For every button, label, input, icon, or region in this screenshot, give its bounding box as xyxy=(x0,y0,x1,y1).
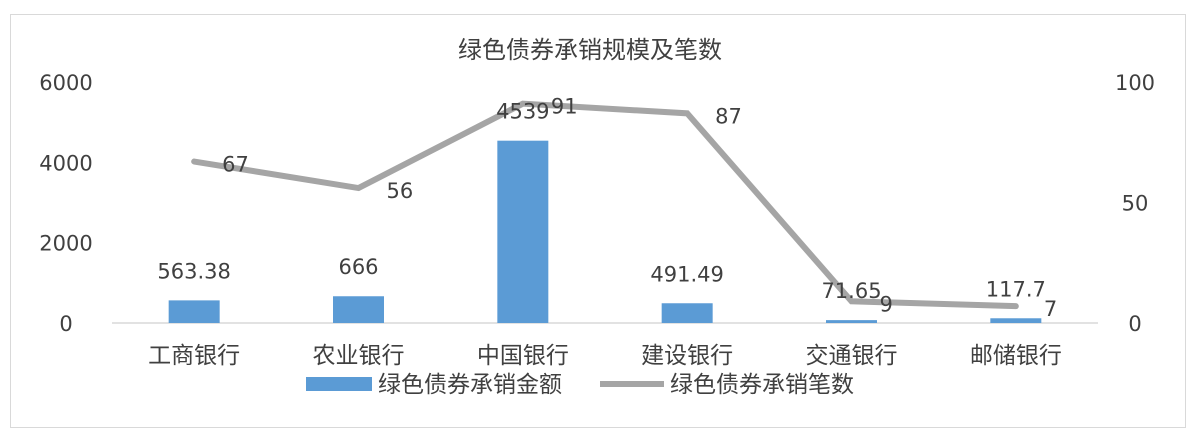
line-data-label: 87 xyxy=(715,104,742,128)
legend-bar-swatch xyxy=(306,377,372,391)
line-data-label: 56 xyxy=(387,179,414,203)
bar-data-label: 71.65 xyxy=(821,279,881,303)
bar xyxy=(497,140,549,323)
series-line xyxy=(191,100,1019,310)
line-data-label: 7 xyxy=(1044,297,1057,321)
y-left-tick-label: 2000 xyxy=(39,232,92,256)
chart-title: 绿色债券承销规模及笔数 xyxy=(458,36,722,64)
bar-data-label: 4539 xyxy=(496,100,549,124)
y-left-tick-label: 0 xyxy=(59,312,72,336)
x-tick-label: 交通银行 xyxy=(806,343,898,369)
x-tick-label: 建设银行 xyxy=(641,343,733,369)
x-tick-label: 中国银行 xyxy=(477,343,569,369)
bar xyxy=(168,300,220,323)
bar-data-label: 666 xyxy=(338,255,378,279)
x-tick-label: 农业银行 xyxy=(313,343,405,369)
legend-bar-label: 绿色债券承销金额 xyxy=(378,372,562,398)
y-left-tick-label: 6000 xyxy=(39,71,92,95)
legend-line-label: 绿色债券承销笔数 xyxy=(670,372,854,398)
bar xyxy=(661,303,713,323)
line-data-label: 91 xyxy=(551,95,578,119)
line-data-label: 67 xyxy=(222,153,249,177)
x-tick-label: 邮储银行 xyxy=(970,343,1062,369)
y-right-tick-label: 0 xyxy=(1128,312,1141,336)
x-tick-label: 工商银行 xyxy=(148,343,240,369)
y-right-tick-label: 100 xyxy=(1115,71,1155,95)
y-left-tick-label: 4000 xyxy=(39,151,92,175)
bar xyxy=(333,296,384,323)
bar xyxy=(990,318,1042,323)
bar-data-label: 117.7 xyxy=(986,277,1046,301)
bar-data-label: 491.49 xyxy=(650,262,723,286)
y-right-tick-label: 50 xyxy=(1122,192,1149,216)
chart-frame xyxy=(10,14,1186,428)
line-data-label: 9 xyxy=(880,292,893,316)
bar xyxy=(826,320,877,323)
bar-data-label: 563.38 xyxy=(157,259,230,283)
